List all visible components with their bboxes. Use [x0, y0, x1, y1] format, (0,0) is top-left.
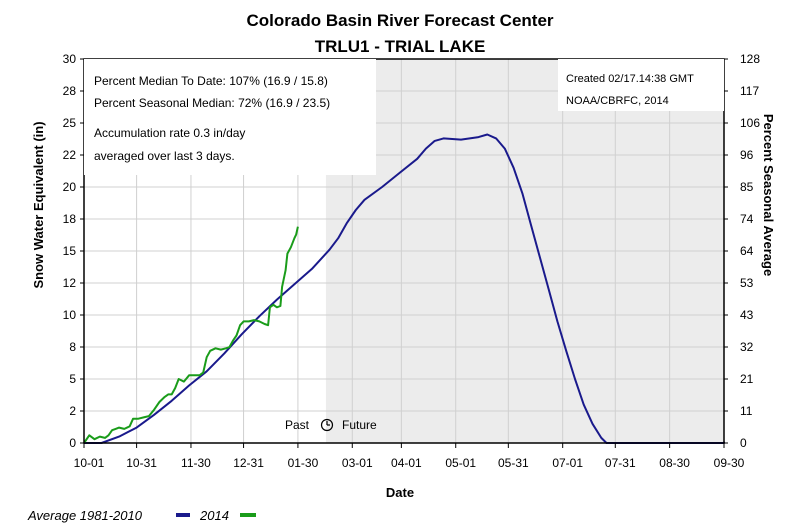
y-tick-label: 0 [69, 436, 76, 450]
y2-tick-label: 74 [740, 212, 754, 226]
y-axis-label: Snow Water Equivalent (in) [31, 121, 46, 288]
x-tick-label: 12-31 [233, 456, 264, 470]
y-tick-label: 18 [63, 212, 77, 226]
y2-tick-label: 117 [740, 84, 759, 98]
info-box-right [558, 59, 724, 111]
y-axis-right: 0 11 21 32 43 53 64 74 85 96 106 117 128 [724, 52, 760, 450]
y-tick-label: 22 [63, 148, 77, 162]
y-tick-label: 28 [63, 84, 77, 98]
pct-seasonal-median: Percent Seasonal Median: 72% (16.9 / 23.… [94, 96, 330, 110]
legend: Average 1981-2010 2014 [27, 508, 256, 523]
legend-2014-label: 2014 [199, 508, 229, 523]
y2-tick-label: 53 [740, 276, 754, 290]
y-tick-label: 15 [63, 244, 77, 258]
clock-icon [320, 418, 334, 432]
y2-tick-label: 128 [740, 52, 760, 66]
x-tick-label: 07-01 [552, 456, 583, 470]
y2-tick-label: 85 [740, 180, 754, 194]
y2-tick-label: 64 [740, 244, 754, 258]
y2-tick-label: 0 [740, 436, 747, 450]
y-tick-label: 20 [63, 180, 77, 194]
series-line-average [84, 133, 725, 444]
x-tick-label: 03-01 [342, 456, 373, 470]
pct-median-to-date: Percent Median To Date: 107% (16.9 / 15.… [94, 74, 328, 88]
info-box-left [84, 59, 376, 175]
y-tick-label: 12 [63, 276, 77, 290]
y-tick-label: 2 [69, 404, 76, 418]
y2-tick-label: 43 [740, 308, 754, 322]
x-tick-label: 08-30 [659, 456, 690, 470]
x-axis-label: Date [386, 485, 414, 500]
y2-tick-label: 96 [740, 148, 754, 162]
x-tick-label: 05-01 [445, 456, 476, 470]
source-stamp: NOAA/CBRFC, 2014 [566, 95, 669, 107]
y2-tick-label: 21 [740, 372, 754, 386]
x-axis: 10-01 10-31 11-30 12-31 01-30 03-01 04-01 05-01… [74, 443, 745, 470]
future-label: Future [342, 418, 377, 432]
x-tick-label: 11-30 [181, 456, 211, 470]
y-tick-label: 30 [63, 52, 77, 66]
past-label: Past [285, 418, 310, 432]
y-tick-label: 10 [63, 308, 77, 322]
x-tick-label: 10-31 [126, 456, 157, 470]
y-tick-label: 5 [69, 372, 76, 386]
x-tick-label: 04-01 [391, 456, 422, 470]
y2-axis-label: Percent Seasonal Average [761, 114, 776, 276]
x-tick-label: 05-31 [498, 456, 529, 470]
y-tick-label: 25 [63, 116, 77, 130]
accum-rate-line1: Accumulation rate 0.3 in/day [94, 126, 245, 140]
chart-title: Colorado Basin River Forecast Center [246, 11, 553, 30]
x-tick-label: 10-01 [74, 456, 105, 470]
y2-tick-label: 32 [740, 340, 754, 354]
x-tick-label: 09-30 [714, 456, 745, 470]
created-stamp: Created 02/17.14:38 GMT [566, 73, 694, 85]
accum-rate-line2: averaged over last 3 days. [94, 149, 235, 163]
chart-subtitle: TRLU1 - TRIAL LAKE [315, 37, 486, 56]
legend-average-label: Average 1981-2010 [27, 508, 143, 523]
y-tick-label: 8 [69, 340, 76, 354]
series-lines [83, 133, 725, 444]
x-tick-label: 07-31 [605, 456, 636, 470]
series-line-2014 [83, 226, 299, 444]
y2-tick-label: 11 [740, 404, 753, 418]
y2-tick-label: 106 [740, 116, 760, 130]
x-tick-label: 01-30 [288, 456, 319, 470]
